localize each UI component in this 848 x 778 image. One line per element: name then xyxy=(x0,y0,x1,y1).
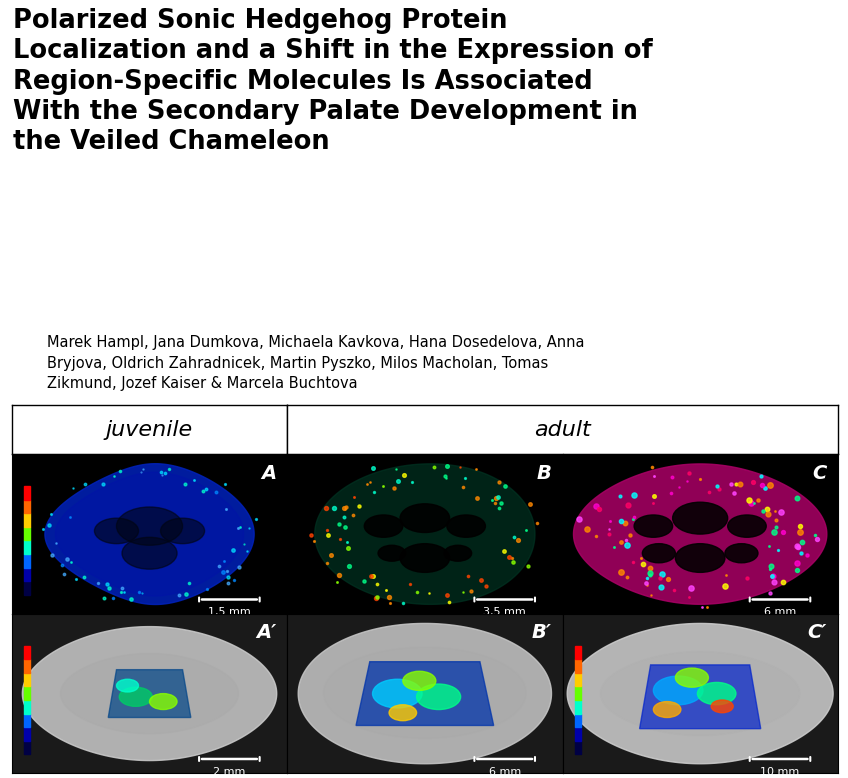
Bar xyxy=(25,727,31,741)
Polygon shape xyxy=(60,654,238,734)
Circle shape xyxy=(94,518,138,544)
Bar xyxy=(25,700,31,713)
Text: 6 mm: 6 mm xyxy=(764,608,796,618)
Polygon shape xyxy=(356,661,494,725)
Circle shape xyxy=(160,518,204,544)
Text: adult: adult xyxy=(534,420,591,440)
Polygon shape xyxy=(55,472,243,596)
Bar xyxy=(25,499,31,513)
Bar xyxy=(25,673,31,686)
Circle shape xyxy=(120,687,153,706)
Circle shape xyxy=(447,515,485,538)
Bar xyxy=(25,527,31,541)
Circle shape xyxy=(403,671,436,690)
Polygon shape xyxy=(573,464,827,605)
Text: Polarized Sonic Hedgehog Protein
Localization and a Shift in the Expression of
R: Polarized Sonic Hedgehog Protein Localiz… xyxy=(13,8,652,156)
Bar xyxy=(25,541,31,554)
Text: A′: A′ xyxy=(256,623,276,643)
Bar xyxy=(25,486,31,499)
Circle shape xyxy=(711,700,734,713)
Bar xyxy=(575,700,581,713)
Text: 3,5 mm: 3,5 mm xyxy=(483,608,526,618)
Text: Marek Hampl, Jana Dumkova, Michaela Kavkova, Hana Dosedelova, Anna
Bryjova, Oldr: Marek Hampl, Jana Dumkova, Michaela Kavk… xyxy=(47,335,584,391)
Circle shape xyxy=(653,702,681,717)
Text: 6 mm: 6 mm xyxy=(488,767,521,777)
Circle shape xyxy=(149,694,177,710)
Bar xyxy=(25,659,31,673)
Text: C: C xyxy=(812,464,827,483)
Text: 2 mm: 2 mm xyxy=(213,767,246,777)
Text: C′: C′ xyxy=(807,623,827,643)
Polygon shape xyxy=(45,464,254,605)
Circle shape xyxy=(672,503,728,534)
Text: A: A xyxy=(261,464,276,483)
Polygon shape xyxy=(298,623,551,764)
Circle shape xyxy=(400,504,449,532)
Circle shape xyxy=(116,679,138,692)
Bar xyxy=(575,659,581,673)
Bar xyxy=(25,554,31,568)
Circle shape xyxy=(122,538,177,569)
Circle shape xyxy=(372,679,422,708)
Polygon shape xyxy=(315,464,535,605)
Bar xyxy=(575,686,581,700)
Circle shape xyxy=(634,515,672,538)
Text: B′: B′ xyxy=(532,623,551,643)
Polygon shape xyxy=(109,670,191,717)
Bar xyxy=(575,727,581,741)
Polygon shape xyxy=(567,623,833,764)
Bar xyxy=(575,741,581,754)
Bar xyxy=(25,568,31,581)
Bar xyxy=(25,686,31,700)
Bar xyxy=(575,673,581,686)
Bar xyxy=(575,713,581,727)
Circle shape xyxy=(389,705,416,720)
Circle shape xyxy=(697,682,736,705)
Bar xyxy=(25,581,31,594)
Circle shape xyxy=(378,545,405,561)
Bar xyxy=(575,646,581,659)
Circle shape xyxy=(365,515,403,538)
Circle shape xyxy=(642,544,675,562)
Circle shape xyxy=(728,515,767,538)
Polygon shape xyxy=(22,626,276,761)
Circle shape xyxy=(416,684,460,710)
Bar xyxy=(25,646,31,659)
Text: 1,5 mm: 1,5 mm xyxy=(208,608,251,618)
Circle shape xyxy=(444,545,471,561)
Bar xyxy=(25,741,31,754)
Polygon shape xyxy=(324,647,526,738)
Polygon shape xyxy=(639,665,761,729)
Circle shape xyxy=(675,544,725,573)
Circle shape xyxy=(725,544,758,562)
Circle shape xyxy=(675,668,708,687)
Bar xyxy=(25,713,31,727)
Text: juvenile: juvenile xyxy=(106,420,193,440)
Circle shape xyxy=(653,676,703,705)
Bar xyxy=(25,513,31,527)
Circle shape xyxy=(116,507,182,545)
Polygon shape xyxy=(600,651,800,736)
Text: B: B xyxy=(537,464,551,483)
Text: 10 mm: 10 mm xyxy=(761,767,800,777)
Circle shape xyxy=(400,544,449,573)
